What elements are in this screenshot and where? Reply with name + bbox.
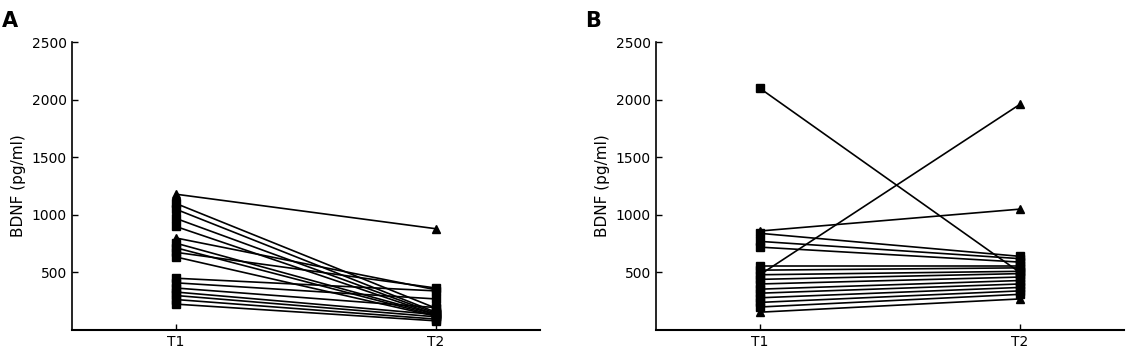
Y-axis label: BDNF (pg/ml): BDNF (pg/ml)	[595, 135, 611, 238]
Y-axis label: BDNF (pg/ml): BDNF (pg/ml)	[11, 135, 26, 238]
Text: A: A	[1, 11, 17, 31]
Text: B: B	[586, 11, 602, 31]
